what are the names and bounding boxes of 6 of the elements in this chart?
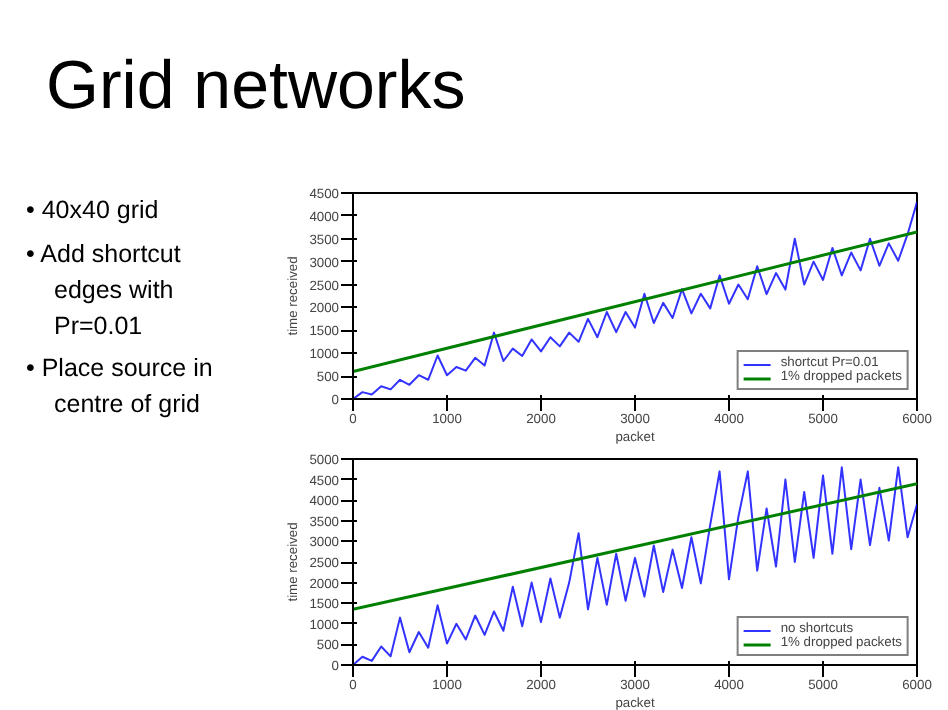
text: • Place source in centre of grid	[26, 352, 215, 423]
text: • Add shortcut edges with Pr=0.01	[26, 237, 183, 344]
chart-title: Grid networks	[46, 46, 466, 128]
text: • 40x40 grid	[26, 194, 161, 228]
line-series	[353, 466, 917, 665]
line-series	[353, 201, 917, 399]
